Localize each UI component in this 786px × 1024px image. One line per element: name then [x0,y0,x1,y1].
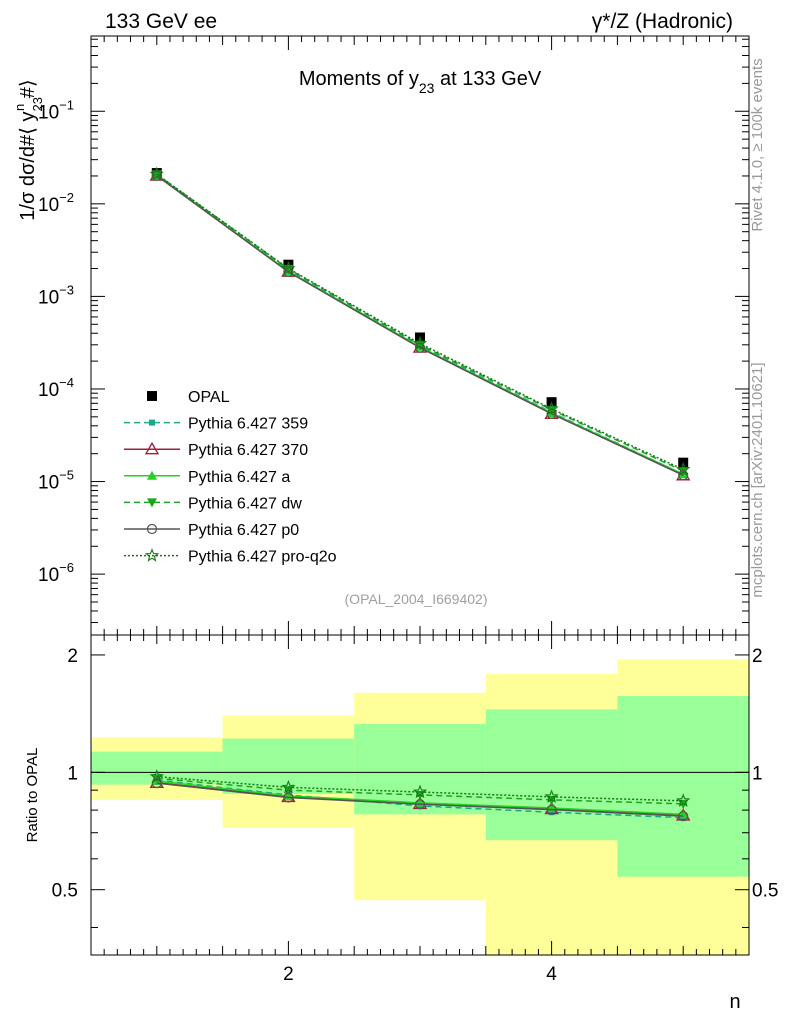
main-data-point [283,266,294,277]
main-y-axis-label: 1/σ dσ/d#⟨ y23n #⟩ [12,79,45,220]
main-ylabel-post: #⟩ [17,79,39,103]
ratio-x-axis-label: n [729,991,740,1013]
ratio-data-point [546,804,557,815]
main-data-point [281,260,296,275]
main-y-tick-label: 10−1 [38,97,74,123]
ratio-y-tick-label-right: 0.5 [752,881,778,902]
legend-marker [146,523,158,535]
main-data-point [544,401,559,415]
main-title: Moments of y23 at 133 GeV [299,68,542,96]
main-data-point [676,461,691,476]
legend-label: Pythia 6.427 359 [188,416,308,433]
legend: OPAL Pythia 6.427 359 Pythia 6.427 370 Pyth… [124,389,337,566]
main-y-tick-label: 10−3 [38,282,74,308]
ratio-y-tick-label-right: 1 [752,763,763,784]
main-data-point [678,470,689,481]
main-y-tick-label: 10−2 [38,190,74,216]
main-y-tick-base: 10 [38,195,59,216]
main-y-tick-exp: −1 [59,97,74,112]
main-title-post: at 133 GeV [434,68,541,90]
legend-marker [144,441,160,455]
main-ylabel-pre: 1/σ dσ/d#⟨ y [17,111,39,220]
legend-label: Pythia 6.427 p0 [188,522,299,539]
ratio-data-point [149,769,164,783]
ratio-data-point [676,793,691,807]
rivet-side-label: Rivet 4.1.0, ≥ 100k events [749,58,766,231]
ratio-data-point [281,779,296,794]
main-ylabel-sub: 23 [30,97,45,111]
ratio-y-tick-label-left: 2 [67,646,78,667]
main-title-pre: Moments of y [299,68,419,90]
main-title-sub: 23 [419,80,435,96]
main-y-tick-base: 10 [38,565,59,586]
main-y-tick-exp: −6 [59,560,74,575]
legend-label: Pythia 6.427 a [188,469,290,486]
legend-marker [147,391,157,401]
legend-label: Pythia 6.427 dw [188,495,302,512]
main-y-tick-base: 10 [38,380,59,401]
ratio-y-axis-label: Ratio to OPAL [24,748,41,843]
ratio-data-point [678,811,689,822]
main-y-tick-label: 10−4 [38,375,74,401]
main-y-tick-exp: −2 [59,190,74,205]
main-data-point [415,340,425,350]
main-y-tick-exp: −4 [59,375,74,390]
mcplots-side-label: mcplots.cern.ch [arXiv:2401.10621] [749,362,766,597]
legend-marker [149,419,155,426]
main-data-point [149,166,164,181]
ratio-data-point [544,789,559,803]
ratio-x-tick-label: 2 [283,964,294,985]
main-y-tick-label: 10−6 [38,560,74,586]
header-left-label: 133 GeV ee [105,10,217,33]
ratio-panel: 0.5 0.5 1 1 2 2 2 4 [52,634,778,985]
ratio-series-line [156,775,684,802]
legend-label: Pythia 6.427 370 [188,442,308,459]
legend-marker [147,498,157,508]
ratio-series-line [156,782,684,817]
legend-marker [147,470,157,480]
main-y-tick-base: 10 [38,473,59,494]
watermark-label: (OPAL_2004_I669402) [345,591,488,607]
main-y-tick-exp: −3 [59,282,74,297]
ratio-stat-uncertainty-band [485,709,618,841]
legend-marker [144,548,160,562]
ratio-y-tick-label-left: 0.5 [52,881,78,902]
ratio-y-tick-label-right: 2 [752,646,763,667]
main-y-tick-base: 10 [38,102,59,123]
ratio-data-point [548,809,555,816]
ratio-stat-uncertainty-band [222,738,355,794]
main-series-line [156,173,684,471]
main-series-line [156,175,684,476]
ratio-y-tick-label-left: 1 [67,763,78,784]
ratio-data-point [283,792,294,803]
main-y-tick-exp: −5 [59,468,74,483]
ratio-data-point [412,784,428,799]
ratio-stat-uncertainty-band [617,695,749,877]
header-right-label: γ*/Z (Hadronic) [592,10,733,33]
main-data-point [412,335,428,350]
main-y-tick-label: 10−5 [38,468,74,494]
ratio-data-point [414,799,426,810]
legend-label: Pythia 6.427 pro-q2o [188,549,337,566]
main-ylabel-sup: n [12,104,27,111]
main-y-tick-base: 10 [38,287,59,308]
main-data-point [283,264,294,274]
ratio-x-tick-label: 4 [546,964,557,985]
main-data-point [151,170,162,181]
legend-label: OPAL [188,389,230,406]
